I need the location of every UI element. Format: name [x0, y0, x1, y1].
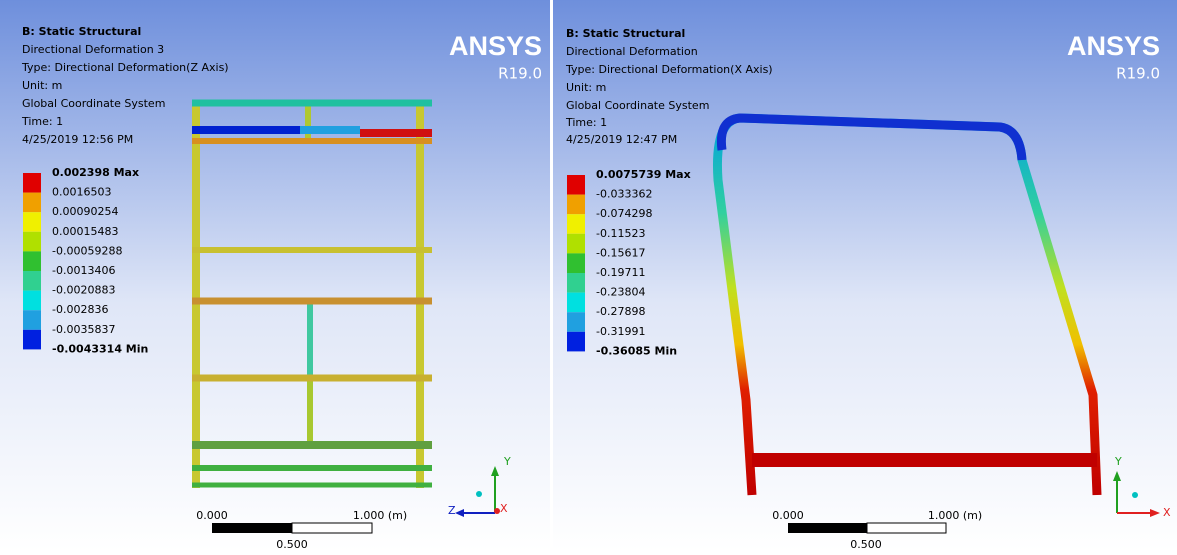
legend-swatch [567, 312, 585, 332]
legend-label: -0.11523 [596, 227, 645, 240]
scale-bar-right [788, 523, 946, 533]
page: ANSYS Static Structural Results {"panels… [0, 0, 1177, 551]
result-name: Directional Deformation 3 [22, 43, 164, 56]
triad-x: X [1163, 506, 1171, 519]
result-time: Time: 1 [565, 116, 607, 129]
legend-label: 0.00090254 [52, 205, 118, 218]
screen: B: Static Structural Directional Deforma… [0, 0, 1177, 551]
viewport-right [553, 0, 1177, 551]
legend-swatch [567, 293, 585, 313]
scale-start: 0.000 [772, 509, 804, 522]
legend-swatch [23, 271, 41, 291]
legend-label: -0.23804 [596, 286, 645, 299]
legend-swatch [567, 175, 585, 195]
result-type: Type: Directional Deformation(Z Axis) [21, 61, 229, 74]
legend-swatch [23, 251, 41, 271]
legend-swatch [23, 232, 41, 252]
legend-label: -0.36085 Min [596, 344, 677, 357]
brand-version: R19.0 [1116, 65, 1160, 83]
legend-label: -0.033362 [596, 188, 652, 201]
legend-swatch [567, 253, 585, 273]
scale-end: 1.000 (m) [928, 509, 982, 522]
coordinate-system: Global Coordinate System [566, 99, 709, 112]
legend-label: -0.0013406 [52, 264, 115, 277]
triad-x: X [500, 502, 508, 515]
legend-label: 0.0075739 Max [596, 168, 691, 181]
legend-label: -0.27898 [596, 305, 645, 318]
scale-mid: 0.500 [276, 538, 308, 551]
scale-end: 1.000 (m) [353, 509, 407, 522]
result-type: Type: Directional Deformation(X Axis) [565, 63, 773, 76]
legend-label: -0.002836 [52, 303, 108, 316]
legend-label: -0.0035837 [52, 323, 115, 336]
legend-swatch [23, 310, 41, 330]
legend-label: -0.00059288 [52, 244, 122, 257]
result-date: 4/25/2019 12:47 PM [566, 133, 677, 146]
result-title: B: Static Structural [566, 27, 685, 40]
legend-swatch [567, 234, 585, 254]
legend-label: -0.0043314 Min [52, 342, 148, 355]
legend-swatch [23, 193, 41, 213]
result-date: 4/25/2019 12:56 PM [22, 133, 133, 146]
brand-version: R19.0 [498, 65, 542, 83]
body: B: Static Structural Directional Deforma… [0, 0, 1177, 551]
coordinate-system: Global Coordinate System [22, 97, 165, 110]
legend-label: -0.15617 [596, 246, 645, 259]
result-unit: Unit: m [566, 81, 606, 94]
legend-swatch [567, 332, 585, 352]
legend-swatch [567, 214, 585, 234]
scale-start: 0.000 [196, 509, 228, 522]
legend-swatch [23, 291, 41, 311]
result-name: Directional Deformation [566, 45, 698, 58]
scale-bar-left [212, 523, 372, 533]
legend-label: -0.074298 [596, 207, 652, 220]
legend-label: 0.00015483 [52, 225, 118, 238]
legend-swatch [567, 273, 585, 293]
legend-swatch [23, 212, 41, 232]
legend-swatch [23, 330, 41, 350]
legend-label: -0.19711 [596, 266, 645, 279]
triad-y: Y [1114, 455, 1122, 468]
result-time: Time: 1 [21, 115, 63, 128]
legend-label: 0.002398 Max [52, 166, 139, 179]
legend-swatch [567, 195, 585, 215]
legend-swatch [23, 173, 41, 193]
triad-y: Y [503, 455, 511, 468]
legend-label: -0.31991 [596, 325, 645, 338]
legend-label: 0.0016503 [52, 186, 112, 199]
scale-mid: 0.500 [850, 538, 882, 551]
brand-name: ANSYS [449, 31, 542, 61]
result-unit: Unit: m [22, 79, 62, 92]
legend-label: -0.0020883 [52, 284, 115, 297]
triad-z: Z [448, 504, 456, 517]
brand-name: ANSYS [1067, 31, 1160, 61]
result-title: B: Static Structural [22, 25, 141, 38]
